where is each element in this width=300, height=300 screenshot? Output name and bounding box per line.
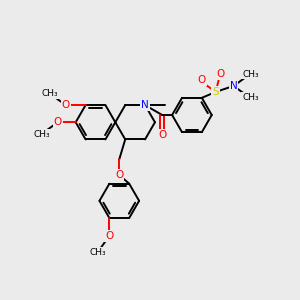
Text: O: O bbox=[105, 231, 113, 241]
Text: CH₃: CH₃ bbox=[242, 93, 259, 102]
Text: O: O bbox=[217, 69, 225, 79]
Text: S: S bbox=[212, 87, 219, 97]
Text: N: N bbox=[141, 100, 149, 110]
Text: CH₃: CH₃ bbox=[89, 248, 106, 257]
Text: O: O bbox=[62, 100, 70, 110]
Text: CH₃: CH₃ bbox=[242, 70, 259, 79]
Text: CH₃: CH₃ bbox=[42, 89, 58, 98]
Text: N: N bbox=[230, 81, 237, 91]
Text: O: O bbox=[158, 130, 166, 140]
Text: O: O bbox=[54, 117, 62, 127]
Text: CH₃: CH₃ bbox=[34, 130, 50, 139]
Text: O: O bbox=[115, 170, 123, 180]
Text: O: O bbox=[198, 75, 206, 85]
